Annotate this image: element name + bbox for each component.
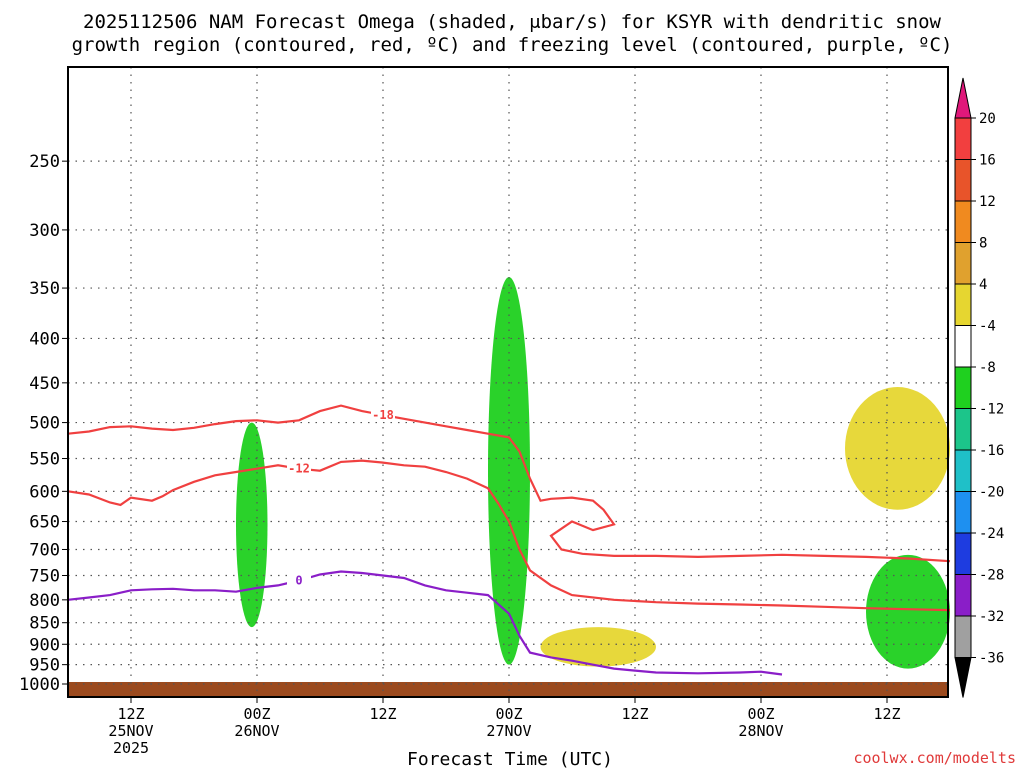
omega-region-1 <box>488 277 530 665</box>
contour-temperature-1 <box>67 459 951 612</box>
colorbar-top-cap <box>954 77 972 119</box>
colorbar-swatch-3 <box>954 242 972 285</box>
ground-surface <box>68 682 948 697</box>
colorbar-label-8: -16 <box>979 443 1004 459</box>
x-tick-date-1: 26NOV <box>234 722 279 740</box>
contour-label-bg-2 <box>287 572 311 587</box>
colorbar-label-13: -36 <box>979 651 1004 667</box>
omega-region-0 <box>236 422 268 628</box>
x-tick-label-5: 00Z <box>747 705 774 723</box>
contour-freezing_level-2 <box>67 570 783 676</box>
y-tick-label-1000: 1000 <box>19 675 60 695</box>
y-tick-label-650: 650 <box>29 513 60 533</box>
x-tick-label-2: 12Z <box>369 705 396 723</box>
contour-temperature-0 <box>67 404 951 563</box>
y-tick-label-250: 250 <box>29 152 60 172</box>
colorbar-label-7: -12 <box>979 402 1004 418</box>
x-tick-date-5: 28NOV <box>738 722 783 740</box>
y-tick-label-400: 400 <box>29 329 60 349</box>
colorbar-swatch-9 <box>954 491 972 534</box>
contour-label-0: -18 <box>372 408 394 422</box>
chart-title-line1: 2025112506 NAM Forecast Omega (shaded, μ… <box>83 11 941 33</box>
colorbar-label-5: -4 <box>979 319 996 335</box>
colorbar-swatch-12 <box>954 615 972 658</box>
colorbar-swatch-7 <box>954 408 972 451</box>
colorbar-bottom-cap <box>954 657 972 698</box>
contour-label-1: -12 <box>288 462 310 476</box>
colorbar-label-2: 12 <box>979 194 996 210</box>
colorbar-label-4: 4 <box>979 277 987 293</box>
x-tick-date-0: 25NOV <box>108 722 153 740</box>
x-tick-label-6: 12Z <box>873 705 900 723</box>
colorbar-swatch-1 <box>954 159 972 202</box>
x-tick-year-0: 2025 <box>113 739 149 757</box>
colorbar-label-1: 16 <box>979 153 996 169</box>
y-tick-label-300: 300 <box>29 221 60 241</box>
y-tick-label-550: 550 <box>29 450 60 470</box>
colorbar-swatch-11 <box>954 574 972 617</box>
colorbar-swatch-6 <box>954 366 972 409</box>
omega-region-3 <box>845 387 950 510</box>
x-tick-date-3: 27NOV <box>486 722 531 740</box>
contour-label-bg-1 <box>287 460 311 475</box>
colorbar-label-3: 8 <box>979 236 987 252</box>
y-tick-label-450: 450 <box>29 374 60 394</box>
y-tick-label-700: 700 <box>29 540 60 560</box>
plot-frame <box>67 66 949 698</box>
colorbar-swatch-8 <box>954 449 972 492</box>
contour-label-2: 0 <box>295 573 302 587</box>
omega-region-2 <box>866 554 950 669</box>
x-tick-label-4: 12Z <box>621 705 648 723</box>
y-tick-label-900: 900 <box>29 635 60 655</box>
colorbar-swatch-5 <box>954 325 972 368</box>
credit-text: coolwx.com/modelts <box>853 749 1016 767</box>
omega-region-4 <box>540 627 656 667</box>
y-tick-label-350: 350 <box>29 279 60 299</box>
colorbar-label-10: -24 <box>979 526 1004 542</box>
contour-label-bg-0 <box>371 406 395 421</box>
x-tick-label-3: 00Z <box>495 705 522 723</box>
x-tick-label-0: 12Z <box>117 705 144 723</box>
chart-title-line2: growth region (contoured, red, ºC) and f… <box>71 34 953 56</box>
colorbar-swatch-0 <box>954 117 972 160</box>
colorbar-swatch-10 <box>954 532 972 575</box>
colorbar-label-9: -20 <box>979 485 1004 501</box>
colorbar-swatch-4 <box>954 283 972 326</box>
y-tick-label-850: 850 <box>29 614 60 634</box>
colorbar-swatch-2 <box>954 200 972 243</box>
y-tick-label-750: 750 <box>29 567 60 587</box>
colorbar-label-12: -32 <box>979 609 1004 625</box>
colorbar-label-6: -8 <box>979 360 996 376</box>
y-tick-label-950: 950 <box>29 656 60 676</box>
x-axis-label: Forecast Time (UTC) <box>407 749 613 768</box>
colorbar-label-11: -28 <box>979 568 1004 584</box>
x-tick-label-1: 00Z <box>243 705 270 723</box>
y-tick-label-800: 800 <box>29 591 60 611</box>
y-tick-label-500: 500 <box>29 414 60 434</box>
y-tick-label-600: 600 <box>29 482 60 502</box>
colorbar-label-0: 20 <box>979 111 996 127</box>
